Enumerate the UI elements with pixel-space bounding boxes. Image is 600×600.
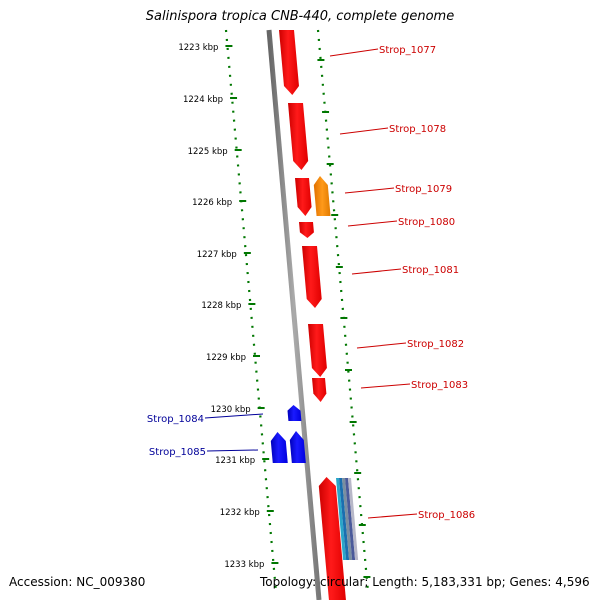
scale-tick-label: 1224 kbp bbox=[183, 95, 223, 105]
gene-strop_1081 bbox=[302, 246, 322, 308]
feature-stripe bbox=[336, 478, 347, 560]
gene-strop_1083 bbox=[312, 378, 327, 402]
scale-tick-label: 1231 kbp bbox=[215, 456, 255, 466]
gene-strop_1079 bbox=[295, 178, 312, 216]
gene-label: Strop_1085 bbox=[149, 447, 206, 458]
gene-label: Strop_1084 bbox=[147, 414, 204, 425]
leader-line bbox=[344, 187, 395, 194]
scale-tick-label: 1225 kbp bbox=[188, 147, 228, 157]
leader-line bbox=[347, 220, 398, 227]
scale-tick-label: 1232 kbp bbox=[220, 508, 260, 518]
gene-strop_1077 bbox=[279, 30, 299, 95]
scale-tick-label: 1223 kbp bbox=[178, 43, 218, 53]
gene-strop_1085a bbox=[270, 432, 288, 463]
feature-stripe bbox=[348, 478, 359, 560]
topology-text: Topology: circular; Length: 5,183,331 bp… bbox=[260, 575, 590, 589]
feature-stripe bbox=[339, 478, 350, 560]
scale-tick-label: 1226 kbp bbox=[192, 198, 232, 208]
gene-strop_1082 bbox=[308, 324, 327, 377]
leader-line bbox=[356, 342, 407, 349]
feature-layer bbox=[270, 30, 359, 600]
feature-stripe bbox=[342, 478, 353, 560]
label-layer: Strop_1077 Strop_1078 Strop_1079 Strop_1080… bbox=[147, 45, 475, 521]
scale-tick-label: 1229 kbp bbox=[206, 353, 246, 363]
gene-strop_1078 bbox=[288, 103, 309, 170]
leader-line bbox=[206, 449, 259, 452]
gene-label: Strop_1078 bbox=[389, 124, 446, 135]
scale-tick-label: 1228 kbp bbox=[201, 301, 241, 311]
gene-strop_1080 bbox=[299, 222, 314, 238]
scale-tick-label: 1227 kbp bbox=[197, 250, 237, 260]
gene-strop_1086 bbox=[318, 477, 346, 600]
gene-label: Strop_1082 bbox=[407, 339, 464, 350]
feature-orange bbox=[313, 176, 331, 216]
gene-strop_1084 bbox=[287, 405, 302, 421]
leader-line bbox=[339, 127, 389, 135]
map-title: Salinispora tropica CNB-440, complete ge… bbox=[145, 9, 455, 24]
accession-text: Accession: NC_009380 bbox=[9, 575, 146, 589]
leader-line bbox=[204, 413, 264, 419]
leader-line bbox=[351, 268, 402, 275]
gene-label: Strop_1079 bbox=[395, 184, 452, 195]
gene-label: Strop_1080 bbox=[398, 217, 455, 228]
gene-label: Strop_1083 bbox=[411, 380, 468, 391]
track-layer bbox=[224, 29, 370, 600]
leader-line bbox=[367, 513, 418, 519]
feature-stripe bbox=[345, 478, 356, 560]
gene-label: Strop_1077 bbox=[379, 45, 436, 56]
genome-backbone bbox=[266, 29, 322, 600]
leader-line bbox=[360, 383, 411, 389]
scale-tick-label: 1233 kbp bbox=[224, 560, 264, 570]
scale-layer: 1223 kbp 1224 kbp 1225 kbp 1226 kbp 1227 kbp… bbox=[178, 43, 371, 578]
gene-label: Strop_1086 bbox=[418, 510, 475, 521]
scale-tick-label: 1230 kbp bbox=[211, 405, 251, 415]
gene-label: Strop_1081 bbox=[402, 265, 459, 276]
leader-line bbox=[329, 48, 379, 57]
gene-strop_1085b bbox=[289, 431, 306, 463]
